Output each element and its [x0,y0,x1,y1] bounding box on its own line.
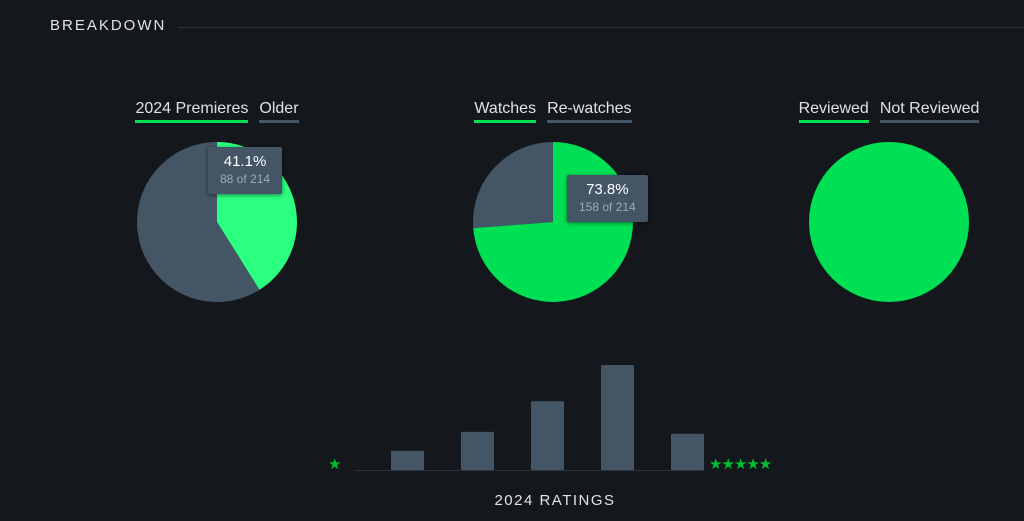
section-title: BREAKDOWN [50,17,166,34]
legend-re-watches[interactable]: Re-watches [547,100,631,123]
pie-watches-svg [472,141,634,303]
rating-bar-3[interactable] [531,401,564,470]
legend-not-reviewed[interactable]: Not Reviewed [880,100,980,123]
pie-legend-premieres: 2024 Premieres Older [87,100,347,123]
pie-legend-watches: Watches Re-watches [423,100,683,123]
legend-older[interactable]: Older [259,100,298,123]
tooltip-percent: 41.1% [220,152,270,171]
pie-tooltip-premieres: 41.1% 88 of 214 [208,147,282,194]
reviewed-slice-reviewed[interactable] [809,142,969,302]
ratings-title: 2024 RATINGS [320,492,790,509]
rating-bar-5[interactable] [671,434,704,470]
watches-slice-re-watches[interactable] [473,142,553,228]
legend-2024-premieres[interactable]: 2024 Premieres [135,100,248,123]
header-divider [178,27,1024,28]
tooltip-percent: 73.8% [579,180,636,199]
pie-chart-premieres: 2024 Premieres Older 41.1% 88 of 214 [87,100,347,310]
legend-reviewed[interactable]: Reviewed [799,100,869,123]
pie-chart-reviewed: Reviewed Not Reviewed [759,100,1019,310]
rating-bar-4[interactable] [601,365,634,470]
pie-chart-watches: Watches Re-watches 73.8% 158 of 214 [423,100,683,310]
tooltip-count: 88 of 214 [220,171,270,188]
breakdown-section: BREAKDOWN 2024 Premieres Older 41.1% 88 … [0,0,1024,521]
ratings-histogram: ★ ★★★★★ 2024 RATINGS [320,355,790,515]
rating-bar-2[interactable] [461,432,494,470]
pie-legend-reviewed: Reviewed Not Reviewed [759,100,1019,123]
legend-watches[interactable]: Watches [474,100,536,123]
tooltip-count: 158 of 214 [579,199,636,216]
section-header: BREAKDOWN [50,17,166,34]
star-icon-max: ★★★★★ [709,457,771,472]
rating-bar-1[interactable] [391,451,424,470]
pie-tooltip-watches: 73.8% 158 of 214 [567,175,648,222]
pie-reviewed-svg [808,141,970,303]
